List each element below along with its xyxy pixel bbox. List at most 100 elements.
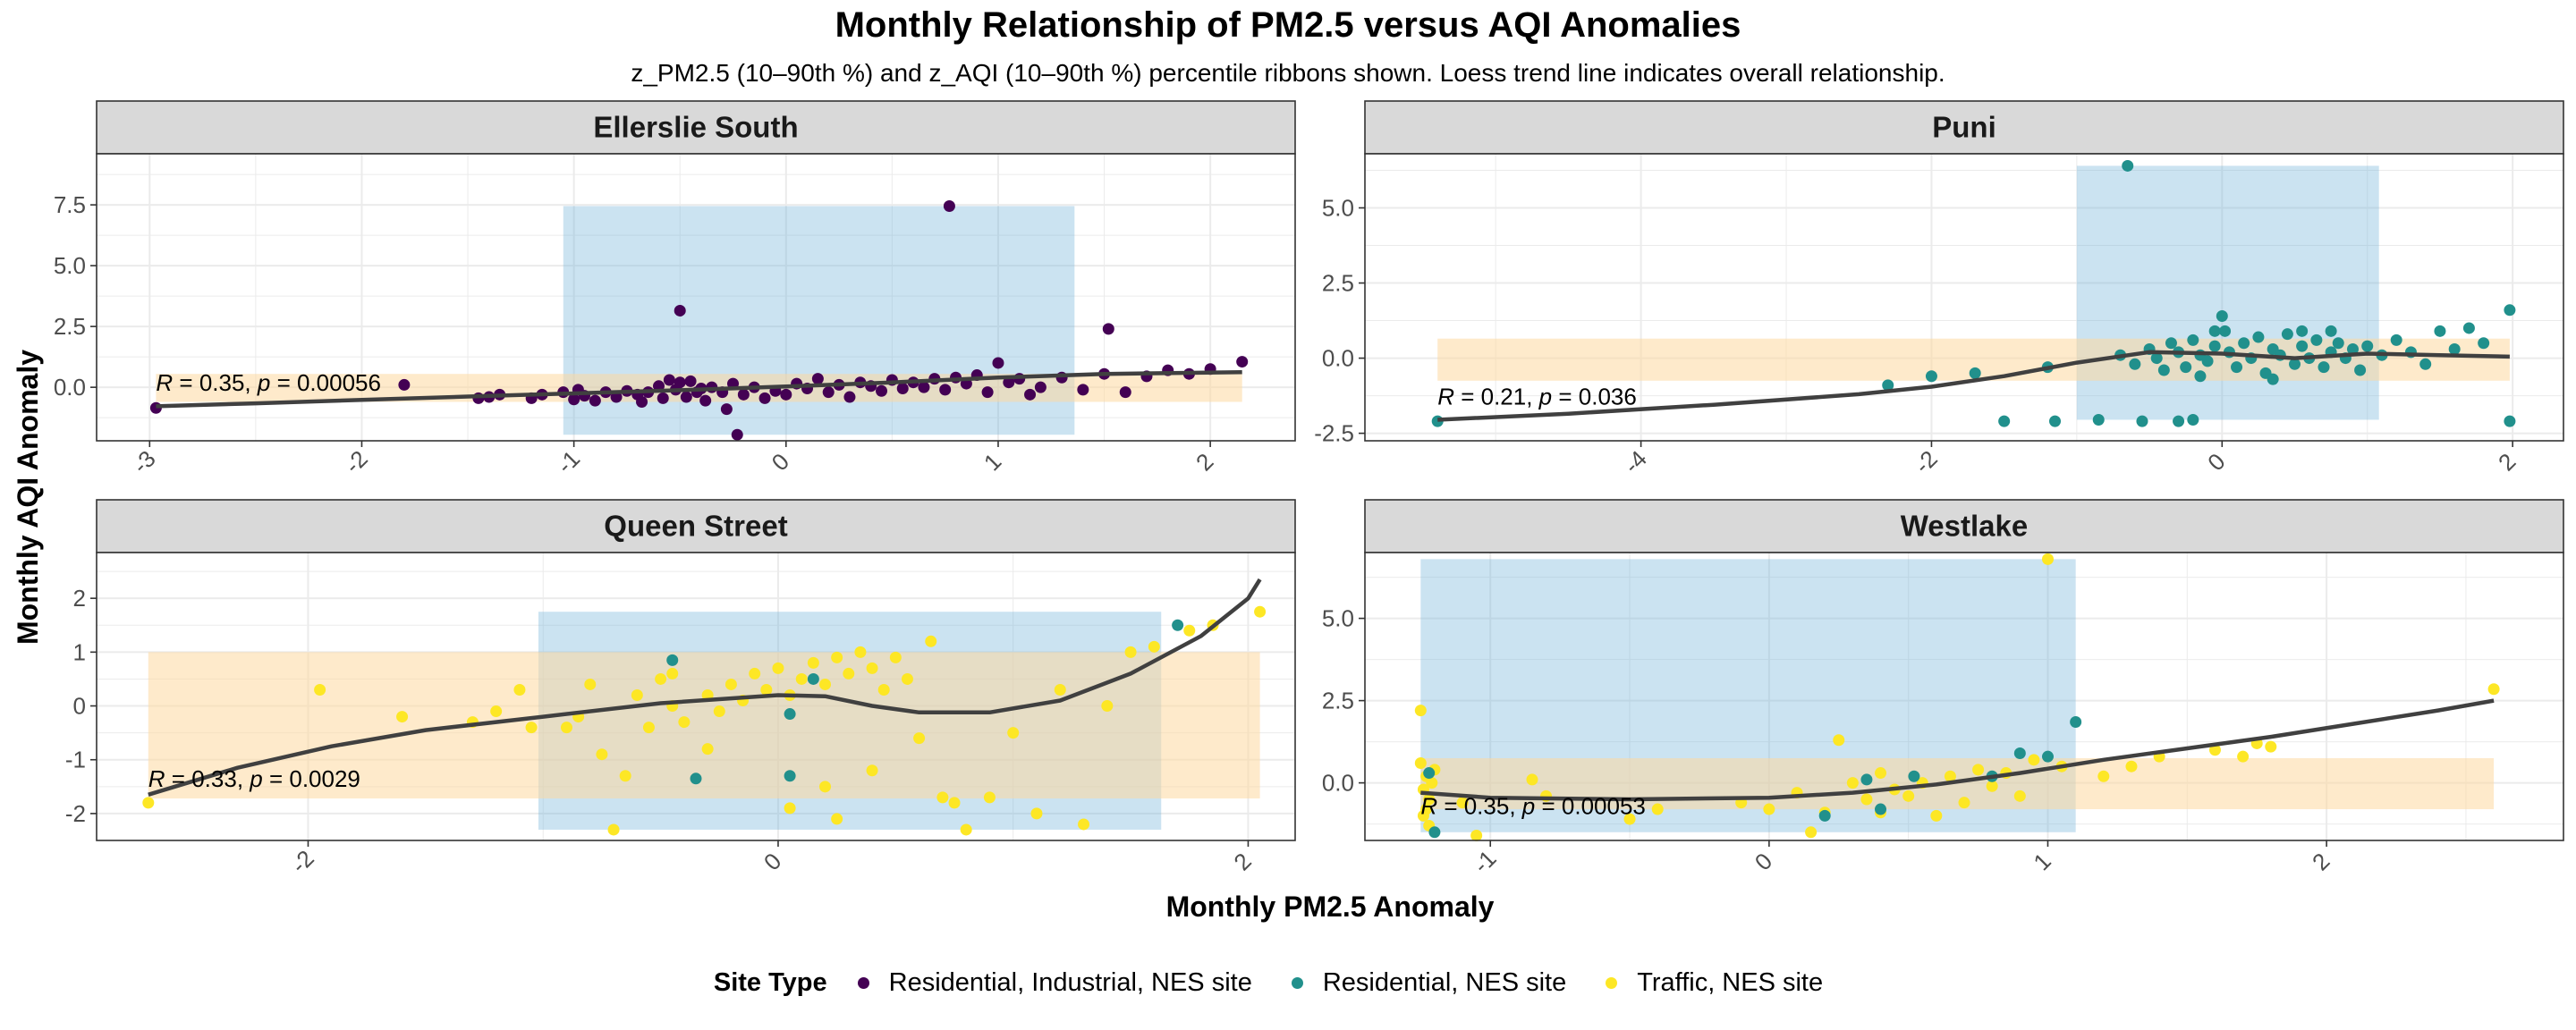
chart-subtitle: z_PM2.5 (10–90th %) and z_AQI (10–90th %… bbox=[631, 59, 1945, 87]
data-point bbox=[1148, 640, 1160, 653]
annotation-text: R bbox=[148, 765, 165, 792]
data-point bbox=[1623, 813, 1636, 825]
data-point bbox=[1183, 624, 1196, 637]
data-point bbox=[1846, 777, 1859, 789]
x-tick-label: -3 bbox=[127, 445, 161, 479]
data-point bbox=[1102, 323, 1114, 335]
data-point bbox=[772, 662, 784, 674]
data-point bbox=[918, 381, 930, 393]
data-point bbox=[1969, 367, 1981, 379]
data-point bbox=[1426, 777, 1438, 789]
data-point bbox=[737, 388, 750, 401]
data-point bbox=[2097, 770, 2110, 782]
data-point bbox=[1470, 829, 1483, 841]
data-point bbox=[1414, 705, 1427, 717]
data-point bbox=[1054, 683, 1066, 696]
data-point bbox=[2296, 325, 2309, 337]
data-point bbox=[2157, 364, 2170, 376]
data-point bbox=[1124, 646, 1137, 658]
annotation-text: = 0.35, bbox=[173, 369, 258, 396]
y-tick-label: -2.5 bbox=[1314, 420, 1354, 447]
data-point bbox=[1003, 376, 1015, 389]
data-point bbox=[2173, 415, 2185, 427]
annotation-text: R bbox=[1420, 793, 1437, 820]
y-tick-label: 0.0 bbox=[54, 374, 86, 401]
annotation-text: = 0.0029 bbox=[263, 765, 360, 792]
data-point bbox=[1860, 773, 1873, 786]
y-tick-label: 0.0 bbox=[1322, 770, 1354, 797]
data-point bbox=[1034, 381, 1046, 393]
data-point bbox=[2478, 337, 2490, 350]
correlation-annotation: R = 0.35, p = 0.00056 bbox=[156, 369, 381, 396]
x-tick-label: 1 bbox=[2028, 848, 2055, 875]
data-point bbox=[2136, 415, 2148, 427]
data-point bbox=[674, 376, 686, 389]
data-point bbox=[1030, 807, 1043, 820]
data-point bbox=[1902, 789, 1915, 802]
data-point bbox=[1101, 700, 1114, 713]
data-point bbox=[2504, 415, 2516, 427]
y-tick-label: -2 bbox=[65, 800, 86, 827]
data-point bbox=[1236, 356, 1249, 368]
data-point bbox=[1998, 415, 2011, 427]
annotation-text: = 0.00053 bbox=[1535, 793, 1646, 820]
y-tick-label: 7.5 bbox=[54, 191, 86, 218]
data-point bbox=[2462, 322, 2475, 334]
x-tick-label: 2 bbox=[1191, 448, 1218, 476]
data-point bbox=[713, 705, 725, 718]
y-tick-label: 0.0 bbox=[1322, 345, 1354, 372]
data-point bbox=[807, 672, 819, 685]
data-point bbox=[2448, 342, 2461, 355]
x-tick-label: 0 bbox=[758, 848, 786, 875]
data-point bbox=[925, 635, 937, 647]
y-tick-label: 2.5 bbox=[1322, 270, 1354, 297]
data-point bbox=[1423, 767, 1436, 780]
data-point bbox=[2354, 364, 2367, 376]
annotation-text: R bbox=[1437, 384, 1454, 410]
legend-label: Residential, Industrial, NES site bbox=[888, 968, 1252, 997]
data-point bbox=[396, 711, 409, 723]
pm25-percentile-ribbon bbox=[2076, 165, 2379, 420]
data-point bbox=[843, 667, 855, 680]
data-point bbox=[2165, 337, 2177, 350]
data-point bbox=[631, 688, 643, 701]
data-point bbox=[901, 672, 913, 685]
x-tick-label: 2 bbox=[2307, 848, 2334, 875]
data-point bbox=[1805, 826, 1818, 839]
x-tick-label: 0 bbox=[1750, 848, 1777, 875]
data-point bbox=[2208, 325, 2221, 337]
data-point bbox=[1875, 803, 1887, 815]
legend-item-residential: Residential, NES site bbox=[1291, 968, 1566, 998]
data-point bbox=[314, 683, 326, 696]
data-point bbox=[2180, 361, 2192, 374]
data-point bbox=[784, 770, 796, 782]
data-point bbox=[1526, 773, 1538, 786]
annotation-text: = 0.00056 bbox=[270, 369, 381, 396]
data-point bbox=[1763, 803, 1775, 815]
x-tick-label: 0 bbox=[2202, 448, 2230, 476]
data-point bbox=[784, 802, 796, 815]
data-point bbox=[948, 797, 961, 809]
data-point bbox=[1818, 809, 1831, 822]
data-point bbox=[1930, 809, 1943, 822]
data-point bbox=[1860, 793, 1873, 806]
data-point bbox=[992, 357, 1004, 369]
data-point bbox=[642, 722, 655, 734]
data-point bbox=[655, 672, 667, 685]
data-point bbox=[701, 743, 714, 756]
data-point bbox=[525, 722, 538, 734]
data-point bbox=[607, 823, 620, 836]
panel-border bbox=[96, 552, 1296, 841]
data-point bbox=[2013, 789, 2026, 802]
correlation-annotation: R = 0.35, p = 0.00053 bbox=[1420, 793, 1646, 820]
data-point bbox=[913, 732, 926, 745]
data-point bbox=[398, 378, 411, 391]
data-point bbox=[1875, 767, 1887, 780]
data-point bbox=[1254, 605, 1267, 618]
data-point bbox=[2419, 358, 2432, 370]
annotation-text: p bbox=[249, 765, 262, 792]
x-tick-label: 0 bbox=[767, 448, 794, 476]
facet-strip-label: Ellerslie South bbox=[593, 111, 798, 144]
data-point bbox=[678, 716, 691, 729]
legend-title: Site Type bbox=[713, 968, 827, 997]
